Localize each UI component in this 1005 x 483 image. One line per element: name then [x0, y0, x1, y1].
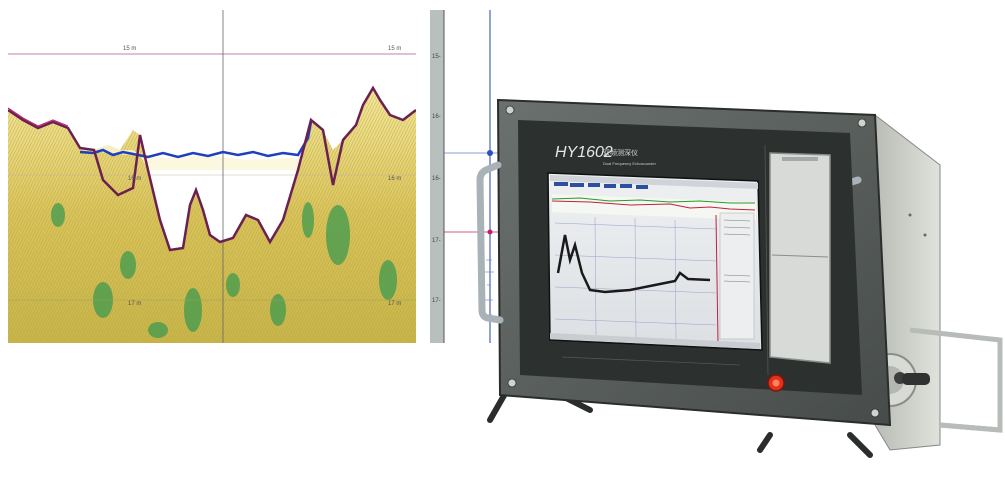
- depth-label: 17 m: [128, 301, 141, 307]
- depth-label: 15 m: [123, 46, 136, 52]
- echosounder-device: HY1602 双频测深仪 Dual Frequency Echosounder: [476, 98, 1003, 458]
- scale-tick: 16-: [432, 176, 441, 182]
- left-handle[interactable]: [476, 161, 504, 324]
- device-subtitle: Dual Frequency Echosounder: [603, 161, 657, 166]
- low-frequency-trace: [8, 85, 416, 252]
- device-title-cn: 双频测深仪: [603, 148, 638, 157]
- echogram-panel: 15 m 15 m 16 m 16 m 17 m 17 m: [8, 10, 416, 343]
- scale-tick: 17-: [432, 298, 441, 304]
- power-button[interactable]: [767, 374, 785, 392]
- depth-label: 16 m: [388, 176, 401, 182]
- high-frequency-trace: [79, 121, 313, 159]
- scale-tick: 15-: [432, 54, 441, 60]
- screen-bottom-trace: [556, 234, 711, 294]
- depth-label: 16 m: [128, 176, 141, 182]
- depth-label: 17 m: [388, 301, 401, 307]
- scale-tick: 16-: [432, 114, 441, 120]
- scale-tick: 17-: [432, 238, 441, 244]
- model-name: HY1602: [555, 144, 613, 161]
- depth-label: 15 m: [388, 46, 401, 52]
- side-bracket: [909, 327, 1003, 433]
- printer-window: [769, 152, 831, 364]
- lcd-screen: [547, 172, 763, 351]
